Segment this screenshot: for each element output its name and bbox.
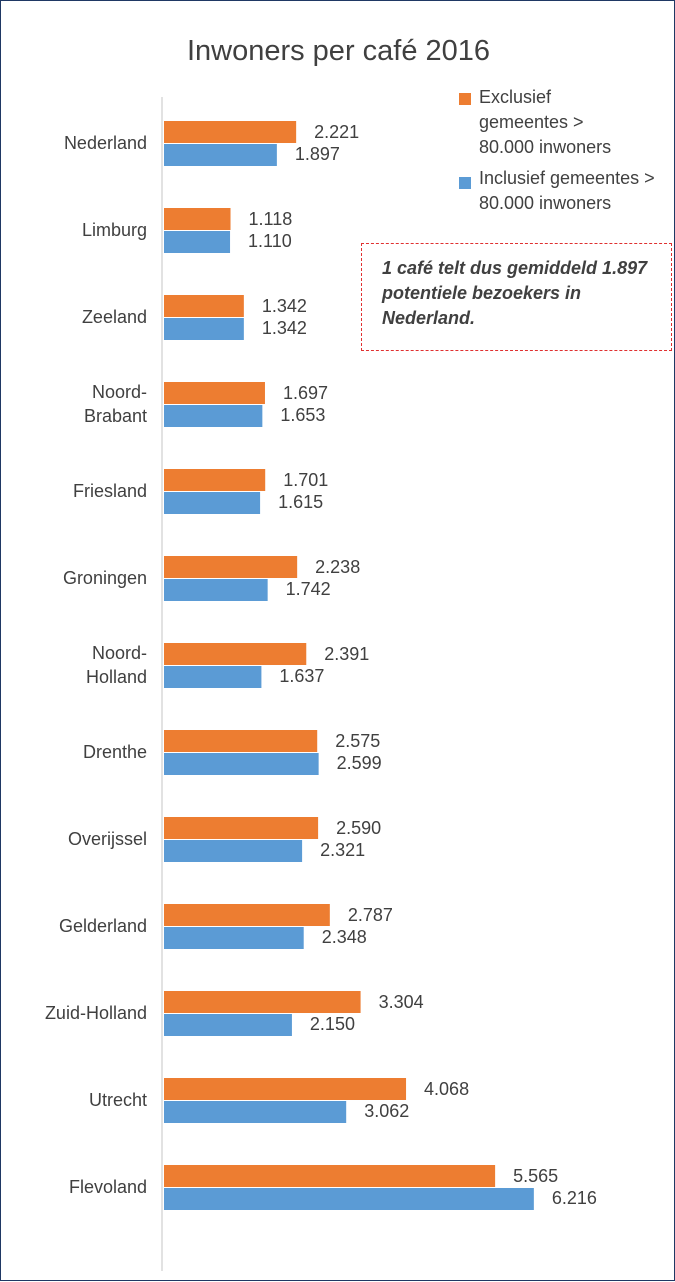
value-label: 1.897: [295, 144, 340, 164]
value-label: 1.110: [248, 231, 292, 251]
value-label: 2.238: [315, 557, 360, 577]
value-label: 1.742: [286, 579, 331, 599]
value-label: 2.221: [314, 122, 359, 142]
value-label: 1.697: [283, 383, 328, 403]
value-label: 1.637: [279, 666, 324, 686]
value-label: 3.062: [364, 1101, 409, 1121]
category-label: Overijssel: [67, 829, 147, 849]
bar: [164, 231, 231, 253]
bar: [164, 1165, 496, 1187]
bar: [164, 579, 268, 601]
bar: [164, 382, 265, 404]
bar: [164, 556, 298, 578]
value-label: 2.348: [322, 927, 367, 947]
value-label: 2.599: [337, 753, 382, 773]
value-label: 2.787: [348, 905, 393, 925]
chart-title: Inwoners per café 2016: [186, 35, 491, 67]
bar: [164, 1188, 534, 1210]
category-label: Utrecht: [88, 1090, 147, 1110]
value-label: 5.565: [513, 1166, 558, 1186]
value-label: 1.653: [280, 405, 325, 425]
bar: [164, 318, 244, 340]
legend-swatch: [459, 177, 471, 189]
bar: [164, 991, 361, 1013]
category-label: Flevoland: [68, 1177, 147, 1197]
bar: [164, 121, 297, 143]
legend-swatch: [459, 93, 471, 105]
bar: [164, 643, 307, 665]
bar: [164, 144, 277, 166]
bar: [164, 840, 303, 862]
value-label: 2.590: [336, 818, 381, 838]
bar: [164, 1101, 347, 1123]
value-label: 1.342: [262, 318, 307, 338]
value-label: 2.321: [320, 840, 365, 860]
legend-label: Exclusief gemeentes > 80.000 inwoners: [479, 87, 612, 157]
bar: [164, 1014, 292, 1036]
annotation: 1 café telt dus gemiddeld 1.897 potentie…: [361, 243, 672, 351]
value-label: 1.342: [262, 296, 307, 316]
bar: [164, 492, 261, 514]
value-label: 1.118: [249, 209, 293, 229]
bar: [164, 927, 304, 949]
value-label: 2.150: [310, 1014, 355, 1034]
value-label: 1.615: [278, 492, 323, 512]
bar: [164, 405, 263, 427]
bar: [164, 208, 231, 230]
category-label: Zeeland: [81, 307, 147, 327]
category-label: Drenthe: [82, 742, 147, 762]
category-label: Gelderland: [58, 916, 147, 936]
category-label: Groningen: [62, 568, 147, 588]
bar: [164, 904, 330, 926]
value-label: 1.701: [283, 470, 328, 490]
value-label: 4.068: [424, 1079, 469, 1099]
bar: [164, 469, 266, 491]
category-label: Friesland: [72, 481, 147, 501]
bar: [164, 817, 319, 839]
bar: [164, 1078, 407, 1100]
bar: [164, 730, 318, 752]
category-label: Nederland: [63, 133, 147, 153]
value-label: 3.304: [379, 992, 424, 1012]
legend-label: Inclusief gemeentes > 80.000 inwoners: [479, 168, 655, 213]
value-label: 2.575: [335, 731, 380, 751]
bar: [164, 295, 244, 317]
value-label: 6.216: [552, 1188, 597, 1208]
category-label: Zuid-Holland: [44, 1003, 147, 1023]
bar: [164, 666, 262, 688]
value-label: 2.391: [324, 644, 369, 664]
category-label: Noord- Holland: [85, 643, 147, 687]
bar: [164, 753, 319, 775]
category-label: Noord- Brabant: [83, 382, 147, 426]
category-label: Limburg: [81, 220, 147, 240]
